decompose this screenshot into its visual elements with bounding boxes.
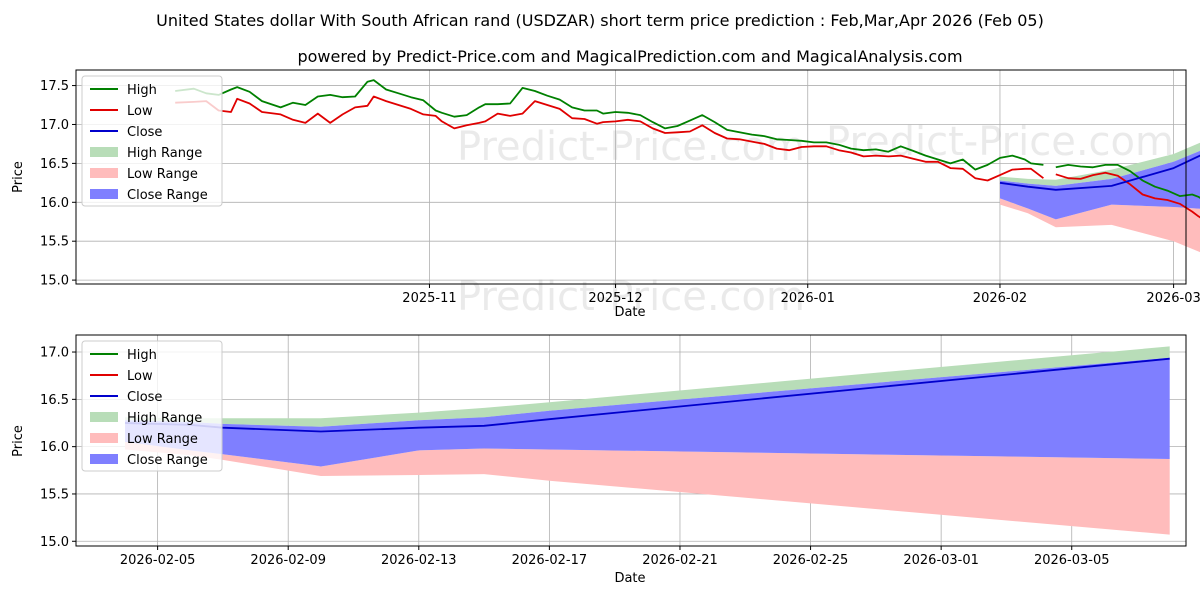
low-series-line-0 — [175, 95, 1044, 182]
close-range-band-top — [1000, 150, 1200, 220]
watermark-text-top-0: Predict-Price.com — [457, 124, 805, 170]
legend-label: Close Range — [127, 188, 208, 203]
x-tick-label-bottom: 2026-02-17 — [512, 553, 588, 568]
detail-chart-panel: Predict-Price.com2026-02-052026-02-09202… — [40, 334, 1187, 568]
y-tick-label-top: 15.0 — [40, 274, 69, 289]
x-tick-label-bottom: 2026-02-21 — [642, 553, 718, 568]
high-range-band-top — [1000, 142, 1200, 186]
legend-label: High Range — [127, 411, 202, 426]
legend-label: High — [127, 83, 157, 98]
x-tick-label-bottom: 2026-03-05 — [1034, 553, 1110, 568]
y-tick-label-bottom: 16.5 — [40, 393, 69, 408]
chart-title: United States dollar With South African … — [156, 11, 1044, 30]
high-range-band-bottom — [125, 346, 1170, 427]
legend-label: Close Range — [127, 453, 208, 468]
y-tick-label-top: 16.0 — [40, 196, 69, 211]
legend-swatch-patch — [90, 189, 118, 199]
y-tick-label-top: 17.5 — [40, 79, 69, 94]
high-series-line-1 — [1055, 163, 1200, 199]
main-chart-panel: Predict-Price.comPredict-Price.comPredic… — [40, 69, 1200, 320]
low-range-band-bottom — [125, 441, 1170, 535]
legend-label: Low — [127, 369, 153, 384]
x-tick-label-top: 2025-12 — [588, 291, 642, 306]
x-tick-label-top: 2026-03 — [1146, 291, 1200, 306]
y-tick-label-top: 16.5 — [40, 157, 69, 172]
x-tick-label-top: 2026-01 — [781, 291, 835, 306]
x-tick-label-bottom: 2026-02-25 — [773, 553, 849, 568]
legend-label: Close — [127, 125, 162, 140]
x-tick-label-bottom: 2026-02-09 — [250, 553, 326, 568]
y-axis-label-bottom: Price — [11, 425, 26, 457]
axes-frame-bottom — [75, 334, 1187, 547]
x-axis-label-top: Date — [614, 305, 645, 320]
low-series-line-1 — [1055, 171, 1200, 219]
x-tick-label-bottom: 2026-02-13 — [381, 553, 457, 568]
legend-label: Close — [127, 390, 162, 405]
chart-subtitle: powered by Predict-Price.com and Magical… — [297, 47, 962, 66]
x-tick-label-top: 2025-11 — [402, 291, 456, 306]
legend-label: High — [127, 348, 157, 363]
legend-top: High Low Close High Range Low Range Close Ran… — [81, 75, 223, 207]
close-series-line-top — [999, 154, 1200, 191]
x-tick-label-top: 2026-02 — [973, 291, 1027, 306]
x-tick-label-bottom: 2026-02-05 — [120, 553, 196, 568]
legend-swatch-patch — [90, 454, 118, 464]
legend-swatch-patch — [90, 147, 118, 157]
legend-label: Low — [127, 104, 153, 119]
legend-label: Low Range — [127, 432, 198, 447]
legend-swatch-patch — [90, 412, 118, 422]
x-tick-label-bottom: 2026-03-01 — [903, 553, 979, 568]
x-axis-label-bottom: Date — [614, 571, 645, 586]
low-range-band-top — [1000, 198, 1200, 253]
high-series-line-0 — [175, 79, 1044, 171]
y-tick-label-top: 17.0 — [40, 118, 69, 133]
y-tick-label-bottom: 15.5 — [40, 487, 69, 502]
y-tick-label-bottom: 17.0 — [40, 346, 69, 361]
legend-swatch-patch — [90, 168, 118, 178]
legend-swatch-patch — [90, 433, 118, 443]
legend-label: Low Range — [127, 167, 198, 182]
watermark-text-top-1: Predict-Price.com — [457, 274, 805, 320]
y-tick-label-top: 15.5 — [40, 235, 69, 250]
legend-bottom: High Low Close High Range Low Range Close Ran… — [81, 340, 223, 472]
y-tick-label-bottom: 16.0 — [40, 440, 69, 455]
legend-label: High Range — [127, 146, 202, 161]
axes-frame-top — [75, 69, 1187, 285]
y-axis-label-top: Price — [11, 161, 26, 193]
y-tick-label-bottom: 15.0 — [40, 535, 69, 550]
